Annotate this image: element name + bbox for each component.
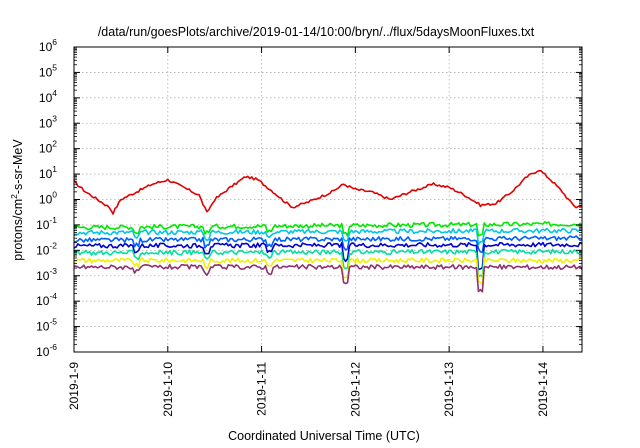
chart-title: /data/run/goesPlots/archive/2019-01-14/1… (98, 25, 535, 39)
series-line (73, 248, 583, 278)
y-axis-label: protons/cm2-s-sr-MeV (9, 139, 25, 261)
x-tick-label: 2019-1-9 (67, 362, 81, 410)
series-line (73, 235, 583, 253)
y-tick-label: 10-5 (36, 317, 57, 334)
y-tick-label: 100 (39, 190, 57, 207)
x-tick-label: 2019-1-10 (161, 362, 175, 417)
series-line (73, 169, 583, 215)
x-tick-label: 2019-1-13 (442, 362, 456, 417)
x-tick-label: 2019-1-14 (536, 362, 550, 417)
y-tick-label: 101 (39, 164, 57, 181)
series-lines (73, 169, 583, 293)
ticks: 106 105 104 103 102 101 100 10-1 10-2 10-3 10-4 10-… (36, 37, 582, 417)
y-tick-label: 10-3 (36, 266, 57, 283)
series-line (73, 227, 583, 246)
series-line (73, 241, 583, 271)
y-tick-label: 105 (39, 62, 57, 79)
y-tick-label: 10-2 (36, 240, 57, 257)
x-tick-label: 2019-1-12 (348, 362, 362, 417)
series-line (73, 257, 583, 286)
series-line (73, 263, 583, 293)
grid (74, 47, 582, 352)
x-axis-label: Coordinated Universal Time (UTC) (228, 429, 420, 443)
y-tick-label: 102 (39, 139, 57, 156)
y-tick-label: 10-4 (36, 291, 57, 308)
y-tick-label: 104 (39, 88, 57, 105)
y-tick-label: 106 (39, 37, 57, 54)
y-tick-label: 10-1 (36, 215, 57, 232)
y-tick-label: 103 (39, 113, 57, 130)
y-tick-label: 10-6 (36, 342, 57, 359)
series-line (73, 221, 583, 237)
x-tick-label: 2019-1-11 (255, 362, 269, 416)
